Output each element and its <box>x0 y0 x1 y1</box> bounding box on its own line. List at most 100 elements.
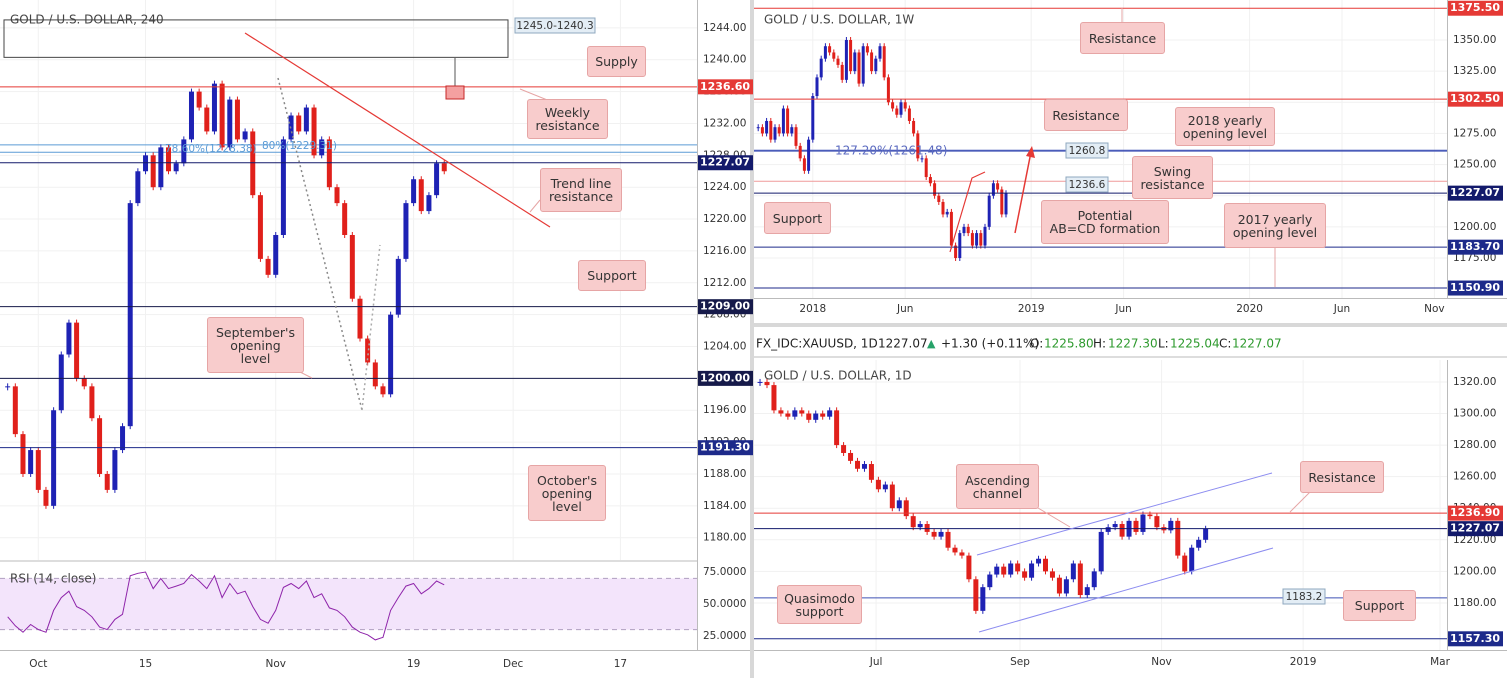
y-tick-label: 1224.00 <box>703 181 746 193</box>
candle <box>987 574 993 588</box>
candle <box>966 555 972 580</box>
candle <box>937 195 941 202</box>
candle <box>802 158 806 171</box>
y-tick-label: 1200.00 <box>1453 221 1496 233</box>
y-tick-label: 1325.00 <box>1453 65 1496 77</box>
candle <box>917 524 923 528</box>
candle <box>954 245 958 259</box>
candle <box>411 179 417 204</box>
x-tick-label: 2018 <box>799 303 826 315</box>
candle <box>874 58 878 72</box>
candle <box>242 131 248 140</box>
callout: Resistance <box>1044 99 1128 131</box>
candle <box>1182 555 1188 572</box>
candle <box>970 233 974 246</box>
x-tick-label: Nov <box>265 658 286 670</box>
x-tick-label: Jun <box>1114 303 1131 315</box>
level-tag <box>1065 142 1109 159</box>
candle <box>1189 547 1195 572</box>
info-label: C: <box>1219 337 1231 351</box>
fib-label: 127.20%(1261.48) <box>835 144 947 158</box>
candle <box>173 163 179 172</box>
candle <box>798 145 802 159</box>
candle <box>882 46 886 78</box>
price-label-box <box>1448 280 1503 296</box>
candle <box>975 233 979 246</box>
info-value: 1227.30 <box>1108 337 1158 351</box>
candle <box>786 108 790 134</box>
candle <box>74 322 80 379</box>
candle <box>1119 524 1125 537</box>
zone-tag <box>514 17 596 34</box>
candle <box>28 450 34 474</box>
callout: Potential AB=CD formation <box>1041 200 1169 244</box>
candle <box>819 58 823 78</box>
candle <box>97 418 103 474</box>
candle <box>855 460 861 469</box>
price-label-box <box>698 79 753 95</box>
y-tick-label: 1220.00 <box>1453 534 1496 546</box>
candle <box>1022 571 1028 578</box>
candle <box>996 183 1000 190</box>
candle <box>924 524 930 532</box>
candle <box>1084 587 1090 596</box>
y-tick-label: 1175.00 <box>1453 252 1496 264</box>
candle <box>20 434 26 474</box>
price-label-box <box>698 155 753 171</box>
y-tick-label: 1196.00 <box>703 404 746 416</box>
candle <box>1105 527 1111 532</box>
candle <box>769 120 773 140</box>
y-tick-label: 1300.00 <box>1453 408 1496 420</box>
x-tick-label: Jun <box>896 303 913 315</box>
candle <box>773 127 777 140</box>
candle <box>204 107 210 132</box>
candle <box>234 99 240 140</box>
candle <box>1049 571 1055 578</box>
candle <box>987 195 991 227</box>
y-tick-label: 1320.00 <box>1453 376 1496 388</box>
y-tick-label: 1180.00 <box>1453 597 1496 609</box>
callout: Supply <box>587 46 646 77</box>
callout: 2018 yearly opening level <box>1175 107 1275 146</box>
callout: Resistance <box>1300 461 1384 493</box>
price-label-box <box>1448 521 1503 537</box>
candle <box>1091 571 1097 588</box>
x-tick-label: Oct <box>29 658 47 670</box>
candle <box>958 233 962 259</box>
y-tick-label: 1216.00 <box>703 245 746 257</box>
candle <box>994 566 1000 575</box>
candle <box>813 413 819 420</box>
candle <box>1133 520 1139 532</box>
callout: September's opening level <box>207 317 304 373</box>
callout-pointer <box>299 371 313 379</box>
candle <box>120 426 126 451</box>
price-label-box <box>1448 631 1503 647</box>
candle <box>912 120 916 134</box>
candle <box>815 77 819 97</box>
y-tick-label: 25.0000 <box>703 630 746 642</box>
fib-label: 80%(1229.31) <box>262 140 337 152</box>
price-label: 1183.70 <box>1450 240 1500 253</box>
supply-marker <box>445 85 465 100</box>
candle <box>1098 531 1104 572</box>
candle <box>756 127 760 129</box>
info-label: H: <box>1093 337 1106 351</box>
candle <box>920 158 924 160</box>
candle <box>441 163 447 172</box>
price-label: 1200.00 <box>700 371 750 384</box>
chart-title: RSI (14, close) <box>10 572 96 586</box>
candle <box>1077 563 1083 596</box>
price-label-box <box>1448 91 1503 107</box>
candle <box>895 108 899 115</box>
candle <box>265 258 271 275</box>
candle <box>823 46 827 59</box>
candle <box>1008 563 1014 575</box>
callout-pointer <box>1037 507 1071 528</box>
price-label-box <box>1448 185 1503 201</box>
projection-arrow <box>1014 151 1032 234</box>
candle <box>910 516 916 528</box>
candle <box>765 120 769 134</box>
candle <box>807 139 811 171</box>
candle <box>1063 579 1069 594</box>
